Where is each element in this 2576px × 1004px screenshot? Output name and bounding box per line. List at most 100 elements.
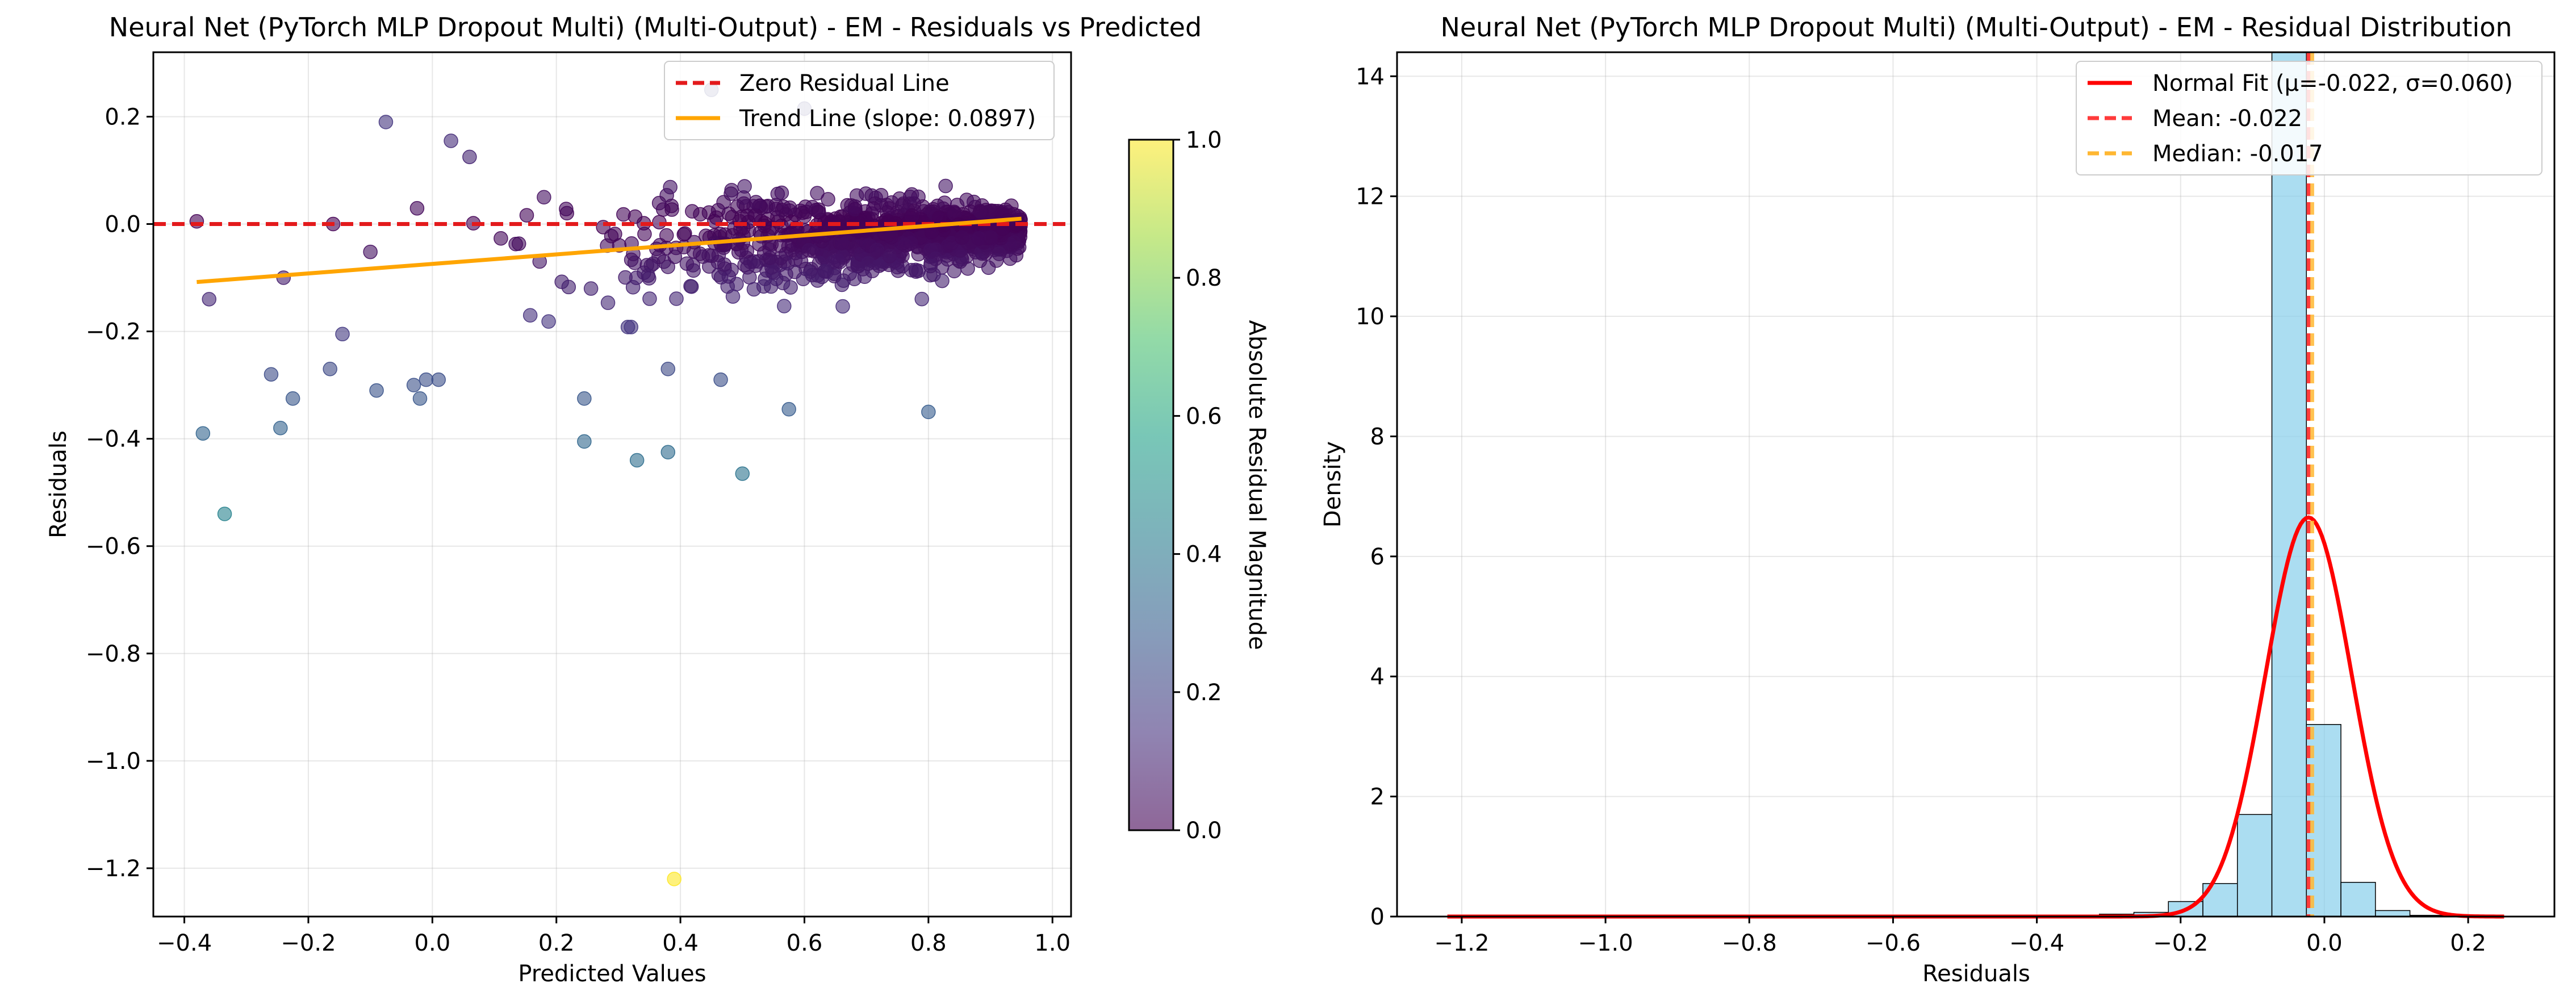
scatter-point bbox=[678, 226, 692, 241]
scatter-x-tick-label: −0.4 bbox=[157, 930, 212, 956]
histogram-x-tick-label: 0.0 bbox=[2306, 930, 2343, 956]
scatter-point bbox=[716, 195, 731, 210]
histogram-title: Neural Net (PyTorch MLP Dropout Multi) (… bbox=[1440, 12, 2512, 43]
scatter-x-tick-label: −0.2 bbox=[281, 930, 336, 956]
scatter-point bbox=[795, 205, 810, 220]
scatter-point bbox=[406, 378, 421, 392]
scatter-point bbox=[972, 204, 988, 219]
scatter-point bbox=[642, 271, 656, 286]
scatter-point bbox=[884, 230, 899, 245]
histogram-legend: Normal Fit (μ=-0.022, σ=0.060) Mean: -0.… bbox=[2076, 61, 2542, 175]
scatter-point bbox=[814, 234, 830, 249]
scatter-point bbox=[748, 195, 763, 210]
scatter-point bbox=[561, 279, 576, 295]
histogram-y-tick-label: 10 bbox=[1356, 304, 1385, 330]
scatter-point bbox=[904, 208, 919, 223]
scatter-point bbox=[679, 256, 695, 271]
scatter-y-tick-label: −0.6 bbox=[86, 534, 141, 560]
scatter-point bbox=[660, 260, 675, 274]
legend-mean-label: Mean: -0.022 bbox=[2152, 106, 2302, 132]
histogram-bar bbox=[2237, 814, 2273, 917]
scatter-point bbox=[444, 133, 458, 148]
scatter-point bbox=[577, 434, 592, 449]
legend-median-label: Median: -0.017 bbox=[2152, 141, 2323, 167]
scatter-point bbox=[830, 253, 846, 269]
scatter-point bbox=[685, 204, 700, 219]
scatter-point bbox=[663, 179, 678, 195]
scatter-point bbox=[904, 236, 918, 250]
scatter-point bbox=[724, 183, 739, 198]
scatter-point bbox=[202, 292, 217, 307]
histogram-x-axis-label: Residuals bbox=[1922, 961, 2030, 987]
scatter-point bbox=[704, 248, 719, 263]
scatter-point bbox=[664, 202, 679, 217]
scatter-point bbox=[739, 244, 755, 258]
histogram-bar bbox=[2340, 882, 2376, 917]
histogram-x-tick-label: −1.0 bbox=[1578, 930, 1633, 956]
histogram-panel: Neural Net (PyTorch MLP Dropout Multi) (… bbox=[1320, 12, 2556, 987]
scatter-point bbox=[923, 258, 938, 274]
scatter-grid bbox=[153, 52, 1071, 917]
scatter-point bbox=[971, 231, 986, 246]
scatter-y-tick-label: −0.2 bbox=[86, 319, 141, 345]
scatter-x-tick-label: 0.4 bbox=[662, 930, 699, 956]
scatter-point bbox=[412, 391, 428, 406]
scatter-point bbox=[419, 372, 434, 387]
scatter-legend: Zero Residual Line Trend Line (slope: 0.… bbox=[664, 61, 1055, 140]
colorbar-tick-label: 0.0 bbox=[1186, 818, 1222, 844]
scatter-point bbox=[195, 426, 211, 441]
scatter-point bbox=[541, 314, 556, 329]
scatter-point bbox=[600, 295, 616, 310]
scatter-point bbox=[217, 507, 232, 521]
scatter-x-tick-label: 0.0 bbox=[415, 930, 451, 956]
scatter-point bbox=[604, 229, 619, 244]
scatter-y-tick-label: −0.4 bbox=[86, 426, 141, 453]
scatter-point bbox=[519, 208, 534, 223]
scatter-point bbox=[494, 231, 508, 246]
scatter-y-ticks: 0.2 0.0 −0.2 −0.4 −0.6 −0.8 −1.0 −1.2 bbox=[86, 104, 153, 882]
legend-trend-line-label: Trend Line (slope: 0.0897) bbox=[739, 106, 1036, 132]
scatter-x-tick-label: 1.0 bbox=[1034, 930, 1070, 956]
scatter-point bbox=[273, 420, 288, 436]
scatter-lines bbox=[153, 216, 1071, 285]
scatter-x-tick-label: 0.2 bbox=[538, 930, 575, 956]
scatter-point bbox=[793, 254, 809, 269]
scatter-point bbox=[369, 383, 384, 398]
scatter-point bbox=[858, 211, 872, 225]
scatter-point bbox=[625, 280, 641, 295]
scatter-point bbox=[882, 249, 897, 263]
scatter-point bbox=[276, 270, 291, 285]
histogram-y-tick-label: 12 bbox=[1356, 184, 1385, 210]
scatter-point bbox=[323, 362, 337, 376]
scatter-y-tick-label: 0.0 bbox=[104, 212, 141, 238]
scatter-point bbox=[627, 256, 642, 270]
colorbar-tick-label: 0.2 bbox=[1186, 680, 1222, 706]
scatter-point bbox=[735, 466, 750, 481]
scatter-point bbox=[796, 271, 811, 286]
histogram-y-tick-label: 14 bbox=[1356, 64, 1385, 90]
colorbar-tick-label: 0.4 bbox=[1186, 542, 1222, 568]
histogram-x-tick-label: −0.6 bbox=[1866, 930, 1921, 956]
histogram-x-tick-label: 0.2 bbox=[2450, 930, 2486, 956]
scatter-point bbox=[363, 244, 378, 260]
scatter-y-tick-label: −1.0 bbox=[86, 748, 141, 775]
trend-line bbox=[196, 216, 1022, 285]
histogram-x-ticks: −1.2 −1.0 −0.8 −0.6 −0.4 −0.2 0.0 0.2 bbox=[1434, 917, 2486, 956]
scatter-point bbox=[779, 267, 793, 282]
scatter-point bbox=[616, 207, 631, 222]
scatter-point bbox=[717, 257, 732, 272]
scatter-point bbox=[508, 236, 523, 252]
scatter-point bbox=[651, 195, 667, 211]
scatter-y-tick-label: −1.2 bbox=[86, 856, 141, 882]
scatter-point bbox=[938, 178, 953, 194]
colorbar-tick-label: 1.0 bbox=[1186, 127, 1222, 153]
scatter-point bbox=[774, 185, 789, 200]
scatter-point bbox=[989, 253, 1004, 268]
colorbar-tick-label: 0.8 bbox=[1186, 265, 1222, 291]
histogram-y-tick-label: 6 bbox=[1370, 544, 1385, 570]
scatter-point bbox=[559, 202, 574, 216]
scatter-point bbox=[462, 149, 477, 165]
colorbar-ticks: 0.0 0.2 0.4 0.6 0.8 1.0 bbox=[1173, 127, 1222, 844]
scatter-point bbox=[620, 320, 635, 334]
